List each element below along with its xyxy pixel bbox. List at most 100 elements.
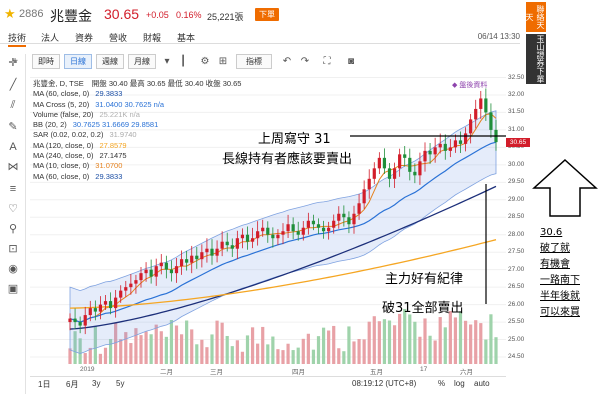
price-change: +0.05 xyxy=(146,10,169,20)
volume-bar xyxy=(139,335,143,364)
tab-technical[interactable]: 技術 xyxy=(8,31,27,47)
volume-bar xyxy=(159,331,163,364)
text-tool-icon[interactable]: A xyxy=(9,141,17,153)
volume-bar xyxy=(83,353,87,364)
legend-row[interactable]: MA (10, close, 0) 31.0700 xyxy=(33,161,333,171)
tab-institutional[interactable]: 法人 xyxy=(41,33,60,43)
annotation-support: 上周寫守 31 xyxy=(258,132,331,147)
candle-body xyxy=(458,140,463,144)
order-button[interactable]: 下單 xyxy=(255,8,279,21)
trend-line-icon[interactable]: ╱ xyxy=(9,79,17,91)
candle-body xyxy=(453,140,458,148)
contact-banner[interactable]: 聯絡天天 xyxy=(525,2,546,32)
time-tick: 三月 xyxy=(210,369,223,376)
legend-value: 27.8579 xyxy=(99,140,127,150)
candle-body xyxy=(479,98,483,109)
candle-body xyxy=(240,234,245,239)
period-monthly-button[interactable]: 月線 xyxy=(128,54,156,69)
annotation-lines xyxy=(350,135,506,304)
legend-row[interactable]: MA (120, close, 0) 27.8579 xyxy=(33,141,333,151)
broker-order-banner[interactable]: 玉山證券下單 xyxy=(526,34,546,84)
legend-label: MA Cross (5, 20) xyxy=(33,99,90,109)
volume-bar xyxy=(215,320,219,364)
volume-bar xyxy=(377,321,381,364)
legend-row[interactable]: SAR (0.02, 0.02, 0.2) 31.9740 xyxy=(33,130,333,140)
legend-row[interactable]: MA Cross (5, 20) 31.0400 30.7625 n/a xyxy=(33,100,333,110)
volume-bar xyxy=(392,325,397,364)
volume-bar xyxy=(321,327,326,364)
period-realtime-button[interactable]: 即時 xyxy=(32,54,60,69)
range-5y[interactable]: 5y xyxy=(116,379,125,388)
price-chart[interactable] xyxy=(30,74,506,374)
candle-body xyxy=(245,234,250,242)
legend-title-row: 兆豐金, D, TSE 開盤 30.40 最高 30.65 最低 30.40 收… xyxy=(33,79,333,89)
annotation-discipline: 主力好有紀律 xyxy=(385,272,464,287)
tab-financials[interactable]: 財報 xyxy=(143,33,162,43)
favorite-star-icon[interactable]: ★ xyxy=(4,6,16,21)
camera-icon[interactable]: ◙ xyxy=(347,56,355,67)
volume-bar xyxy=(235,340,239,364)
volume-bar xyxy=(154,324,158,364)
legend-title: 兆豐金, D, TSE xyxy=(33,79,84,88)
legend-row[interactable]: MA (60, close, 0) 29.3833 xyxy=(33,172,333,182)
tab-revenue[interactable]: 營收 xyxy=(109,33,128,43)
stock-name: 兆豐金 xyxy=(50,9,92,25)
candle-body xyxy=(281,231,285,235)
volume-bar xyxy=(225,335,229,364)
down-arrow-icon xyxy=(532,158,598,217)
indicators-button[interactable]: 指標 xyxy=(236,54,272,69)
chevron-down-icon[interactable]: ▾ xyxy=(164,56,170,67)
auto-scale-toggle[interactable]: auto xyxy=(474,379,490,388)
fullscreen-icon[interactable]: ⛶ xyxy=(323,56,331,67)
time-tick: 2019 xyxy=(80,366,95,373)
candle-body xyxy=(372,168,376,179)
lock-icon[interactable]: ⊡ xyxy=(8,243,18,255)
candle-body xyxy=(403,154,407,158)
tab-fundamentals[interactable]: 基本 xyxy=(177,33,196,43)
legend-row[interactable]: BB (20, 2) 30.7625 31.6669 29.8581 xyxy=(33,120,333,130)
crosshair-icon[interactable]: ✛ xyxy=(8,57,18,69)
candle-body xyxy=(230,245,234,249)
redo-icon[interactable]: ↷ xyxy=(300,56,310,67)
volume-bar xyxy=(276,349,280,364)
candle-style-icon[interactable]: ┃ xyxy=(179,56,187,67)
legend-row[interactable]: Volume (false, 20) 25.221K n/a xyxy=(33,110,333,120)
period-weekly-button[interactable]: 週線 xyxy=(96,54,124,69)
range-bar: 1日 6月 3y 5y 08:19:12 (UTC+8) % log auto xyxy=(30,376,506,390)
magnet-icon[interactable]: ⚲ xyxy=(8,223,18,235)
volume-bar xyxy=(281,350,285,364)
volume-bar xyxy=(463,320,468,364)
legend-label: MA (240, close, 0) xyxy=(33,151,94,161)
price-tick: 27.00 xyxy=(508,265,525,273)
range-6m[interactable]: 6月 xyxy=(66,380,79,389)
legend-row[interactable]: MA (60, close, 0) 29.3833 xyxy=(33,89,333,99)
range-3y[interactable]: 3y xyxy=(92,379,101,388)
range-1d[interactable]: 1日 xyxy=(38,380,51,389)
candle-body xyxy=(235,238,239,249)
pattern-icon[interactable]: ⋈ xyxy=(7,161,19,173)
volume-bar xyxy=(230,346,234,364)
compare-icon[interactable]: ⊞ xyxy=(218,56,228,67)
volume-bar xyxy=(88,347,92,364)
settings-gear-icon[interactable]: ⚙ xyxy=(200,56,210,67)
heart-icon[interactable]: ♡ xyxy=(8,203,18,215)
period-daily-button[interactable]: 日線 xyxy=(64,54,92,69)
percent-scale-toggle[interactable]: % xyxy=(438,379,446,388)
annotation-sell-advice: 長線持有者應該要賣出 xyxy=(222,152,353,167)
eye-icon[interactable]: ◉ xyxy=(8,263,18,275)
volume-bar xyxy=(205,347,209,364)
price-tick: 32.50 xyxy=(508,73,525,81)
trash-icon[interactable]: ▣ xyxy=(7,283,19,295)
candle-body xyxy=(88,308,92,316)
legend-row[interactable]: MA (240, close, 0) 27.1475 xyxy=(33,151,333,161)
price-tick: 29.00 xyxy=(508,195,525,203)
tab-margin[interactable]: 資券 xyxy=(75,33,94,43)
undo-icon[interactable]: ↶ xyxy=(282,56,292,67)
channel-icon[interactable]: ⫽ xyxy=(10,99,16,111)
fib-icon[interactable]: ≡ xyxy=(9,183,17,195)
legend-value: 30.7625 31.6669 29.8581 xyxy=(72,120,159,130)
crosshair-toggle-icon[interactable]: + xyxy=(12,56,18,67)
brush-icon[interactable]: ✎ xyxy=(8,121,18,133)
log-scale-toggle[interactable]: log xyxy=(454,379,465,388)
volume-bar xyxy=(103,347,108,364)
